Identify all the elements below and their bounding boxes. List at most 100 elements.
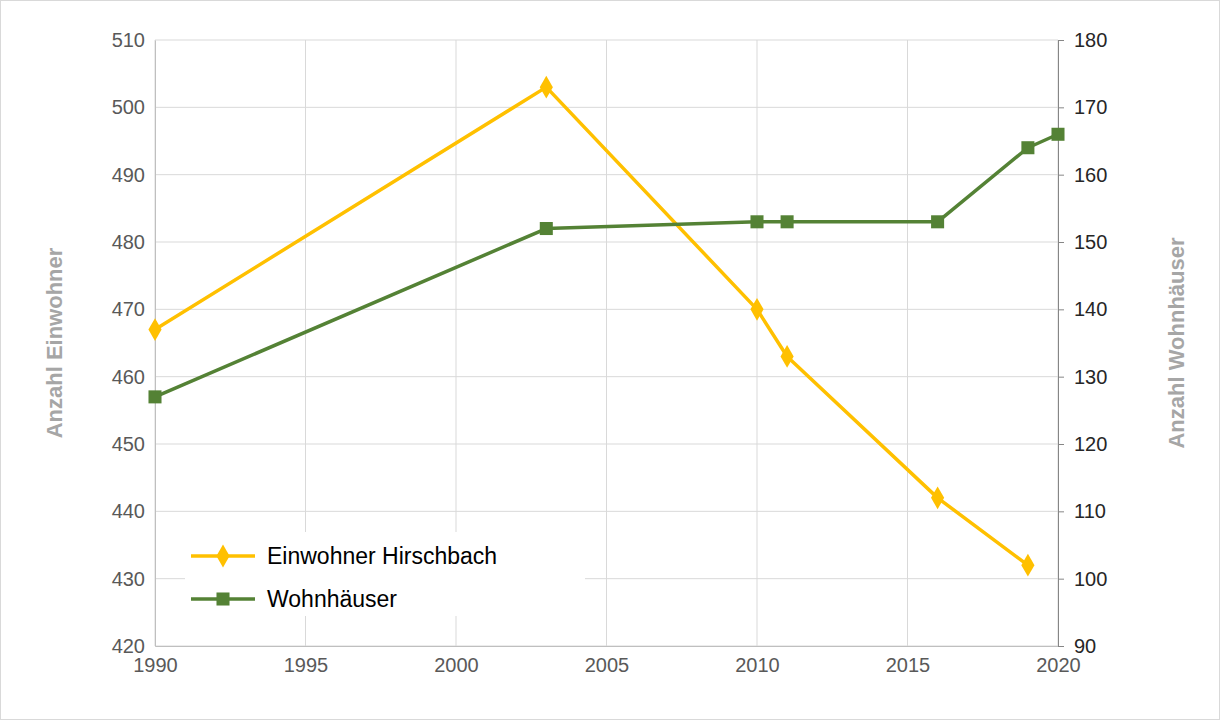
legend-item: Wohnhäuser (191, 586, 397, 612)
legend-box (185, 532, 585, 616)
axis-line (155, 41, 156, 647)
tick-label: 110 (1074, 500, 1106, 522)
tick-label: 430 (112, 568, 145, 590)
tick-label: 2020 (1036, 654, 1081, 676)
series-line (155, 134, 1058, 397)
tick: 510 (112, 29, 155, 51)
tick-label: 440 (112, 500, 145, 522)
legend-marker (216, 592, 229, 605)
y2-axis-title: Anzahl Wohnhäuser (1164, 237, 1189, 448)
legend: Einwohner Hirschbach Wohnhäuser (185, 532, 585, 616)
tick-mark (1058, 646, 1064, 647)
tick: 2010 (735, 646, 780, 676)
marker (781, 345, 794, 368)
legend-label: Wohnhäuser (267, 586, 397, 612)
tick-mark (1058, 444, 1064, 445)
tick: 490 (112, 164, 155, 186)
tick: 420 (112, 635, 155, 657)
tick-label: 510 (112, 29, 145, 51)
y-axis-title: Anzahl Einwohner (42, 247, 67, 438)
tick-label: 420 (112, 635, 145, 657)
y-axis: 420 430 440 450 460 470 480 490 500 510 (112, 29, 156, 657)
tick-mark (1058, 511, 1064, 512)
tick-label: 130 (1074, 366, 1107, 388)
tick-label: 120 (1074, 433, 1107, 455)
marker (148, 390, 161, 403)
tick: 130 (1058, 366, 1107, 388)
tick: 430 (112, 568, 155, 590)
legend-item: Einwohner Hirschbach (191, 543, 497, 569)
tick: 150 (1058, 231, 1107, 253)
tick: 170 (1058, 96, 1107, 118)
tick: 2005 (585, 646, 630, 676)
plot-area (148, 76, 1064, 577)
chart-container: 1990 1995 2000 2005 2010 2015 2020 420 430 440 450… (0, 0, 1220, 720)
marker (540, 222, 553, 235)
grid-line-x (606, 40, 607, 646)
grid-line-x (757, 40, 758, 646)
tick-mark (1058, 40, 1064, 41)
tick-mark (1058, 309, 1064, 310)
series-line (155, 87, 1028, 565)
tick-label: 2010 (735, 654, 780, 676)
marker (1021, 141, 1034, 154)
tick-mark (1058, 175, 1064, 176)
tick-label: 2000 (434, 654, 479, 676)
tick-mark (1058, 107, 1064, 108)
tick: 120 (1058, 433, 1107, 455)
tick-label: 140 (1074, 298, 1107, 320)
legend-marker (216, 545, 229, 568)
marker (931, 486, 944, 509)
tick: 480 (112, 231, 155, 253)
tick-label: 500 (112, 96, 145, 118)
tick-label: 2005 (585, 654, 630, 676)
tick-label: 1995 (284, 654, 329, 676)
tick-label: 450 (112, 433, 145, 455)
marker (540, 76, 553, 99)
tick-label: 480 (112, 231, 145, 253)
tick-label: 180 (1074, 29, 1107, 51)
x-axis: 1990 1995 2000 2005 2010 2015 2020 (133, 646, 1081, 676)
tick: 440 (112, 500, 155, 522)
tick: 160 (1058, 164, 1107, 186)
tick-label: 170 (1074, 96, 1107, 118)
tick: 1995 (284, 646, 329, 676)
axis-line (156, 646, 1059, 647)
grid-line-x (155, 40, 156, 646)
marker (750, 298, 763, 321)
tick: 140 (1058, 298, 1107, 320)
tick: 450 (112, 433, 155, 455)
tick: 2000 (434, 646, 479, 676)
chart-background (1, 1, 1220, 720)
tick: 470 (112, 298, 155, 320)
tick-label: 460 (112, 366, 145, 388)
chart-svg: 1990 1995 2000 2005 2010 2015 2020 420 430 440 450… (0, 0, 1220, 720)
tick: 2015 (886, 646, 931, 676)
tick-label: 470 (112, 298, 145, 320)
tick-mark (1058, 242, 1064, 243)
tick-label: 160 (1074, 164, 1107, 186)
tick: 180 (1058, 29, 1107, 51)
tick-label: 1990 (133, 654, 178, 676)
y2-axis: 90 100 110 120 130 140 150 160 170 180 (1058, 29, 1107, 657)
tick-mark (1058, 377, 1064, 378)
marker (1021, 554, 1034, 577)
tick-label: 2015 (886, 654, 931, 676)
marker (931, 215, 944, 228)
tick: 460 (112, 366, 155, 388)
tick-label: 100 (1074, 568, 1107, 590)
tick-label: 490 (112, 164, 145, 186)
grid-line-x (907, 40, 908, 646)
marker (1051, 128, 1064, 141)
legend-label: Einwohner Hirschbach (267, 543, 497, 569)
tick-mark (1058, 579, 1064, 580)
tick: 90 (1058, 635, 1096, 657)
marker (750, 215, 763, 228)
marker (781, 215, 794, 228)
tick: 110 (1058, 500, 1106, 522)
grid (155, 40, 1058, 646)
tick: 500 (112, 96, 155, 118)
tick-label: 90 (1074, 635, 1096, 657)
marker (148, 318, 161, 341)
tick-label: 150 (1074, 231, 1107, 253)
